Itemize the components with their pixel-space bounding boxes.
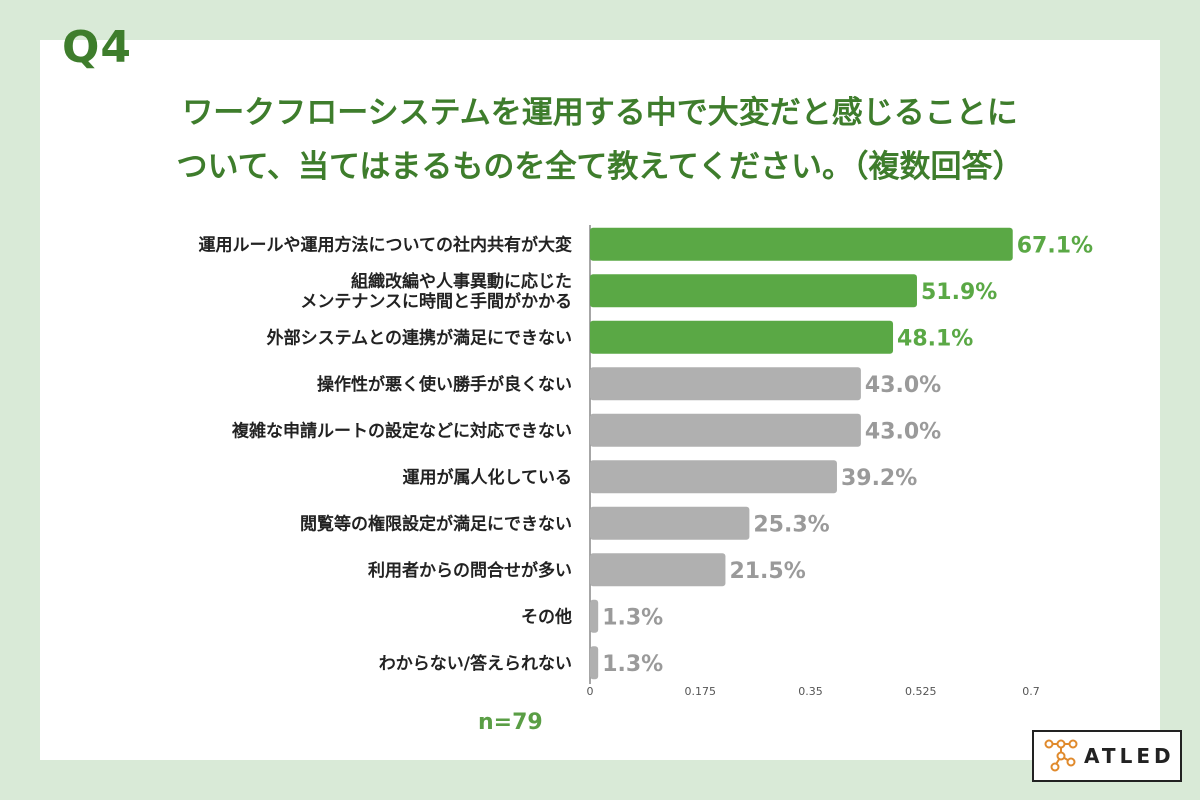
bar-8 [590, 599, 599, 633]
data-label-6: 25.3% [753, 512, 829, 537]
data-label-2: 48.1% [897, 326, 973, 351]
sample-size-label: n=79 [478, 710, 543, 735]
data-label-8: 1.3% [602, 605, 663, 630]
bar-1 [590, 274, 917, 308]
x-tick-label-2: 0.35 [798, 685, 823, 698]
category-label-2: 外部システムとの連携が満足にできない [267, 327, 572, 348]
data-label-4: 43.0% [865, 419, 941, 444]
atled-logo: ATLED [1032, 730, 1182, 782]
title-line-1: ワークフローシステムを運用する中で大変だと感じることに [182, 95, 1018, 131]
x-tick-label-4: 0.7 [1022, 685, 1040, 698]
bar-9 [590, 646, 599, 680]
bar-7 [590, 553, 726, 587]
category-label-8: その他 [521, 606, 572, 627]
category-label-7: 利用者からの問合せが多い [368, 560, 572, 581]
category-label-6: 閲覧等の権限設定が満足にできない [300, 513, 572, 534]
title-line-2: ついて、当てはまるものを全て教えてください。（複数回答） [176, 149, 1024, 185]
data-label-9: 1.3% [602, 652, 663, 677]
data-label-1: 51.9% [921, 280, 997, 305]
bar-4 [590, 413, 861, 447]
data-label-5: 39.2% [841, 466, 917, 491]
data-label-3: 43.0% [865, 373, 941, 398]
category-label-4: 複雑な申請ルートの設定などに対応できない [231, 420, 572, 441]
bar-0 [590, 227, 1013, 261]
bar-3 [590, 367, 861, 401]
x-tick-label-0: 0 [587, 685, 594, 698]
question-number: Q4 [62, 22, 133, 73]
data-label-0: 67.1% [1017, 233, 1093, 258]
atled-logo-icon [1044, 739, 1078, 772]
x-tick-label-3: 0.525 [905, 685, 937, 698]
question-title: ワークフローシステムを運用する中で大変だと感じることに ついて、当てはまるものを… [80, 86, 1120, 194]
x-tick-label-1: 0.175 [685, 685, 717, 698]
logo-text: ATLED [1084, 744, 1175, 768]
category-label-1: 組織改編や人事異動に応じたメンテナンスに時間と手間がかかる [300, 271, 572, 312]
category-label-0: 運用ルールや運用方法についての社内共有が大変 [199, 234, 573, 255]
category-label-3: 操作性が悪く使い勝手が良くない [317, 374, 572, 395]
bar-6 [590, 506, 750, 540]
category-label-9: わからない/答えられない [379, 653, 572, 674]
bar-5 [590, 460, 837, 494]
data-label-7: 21.5% [729, 559, 805, 584]
bar-2 [590, 320, 894, 354]
category-label-5: 運用が属人化している [403, 467, 573, 488]
